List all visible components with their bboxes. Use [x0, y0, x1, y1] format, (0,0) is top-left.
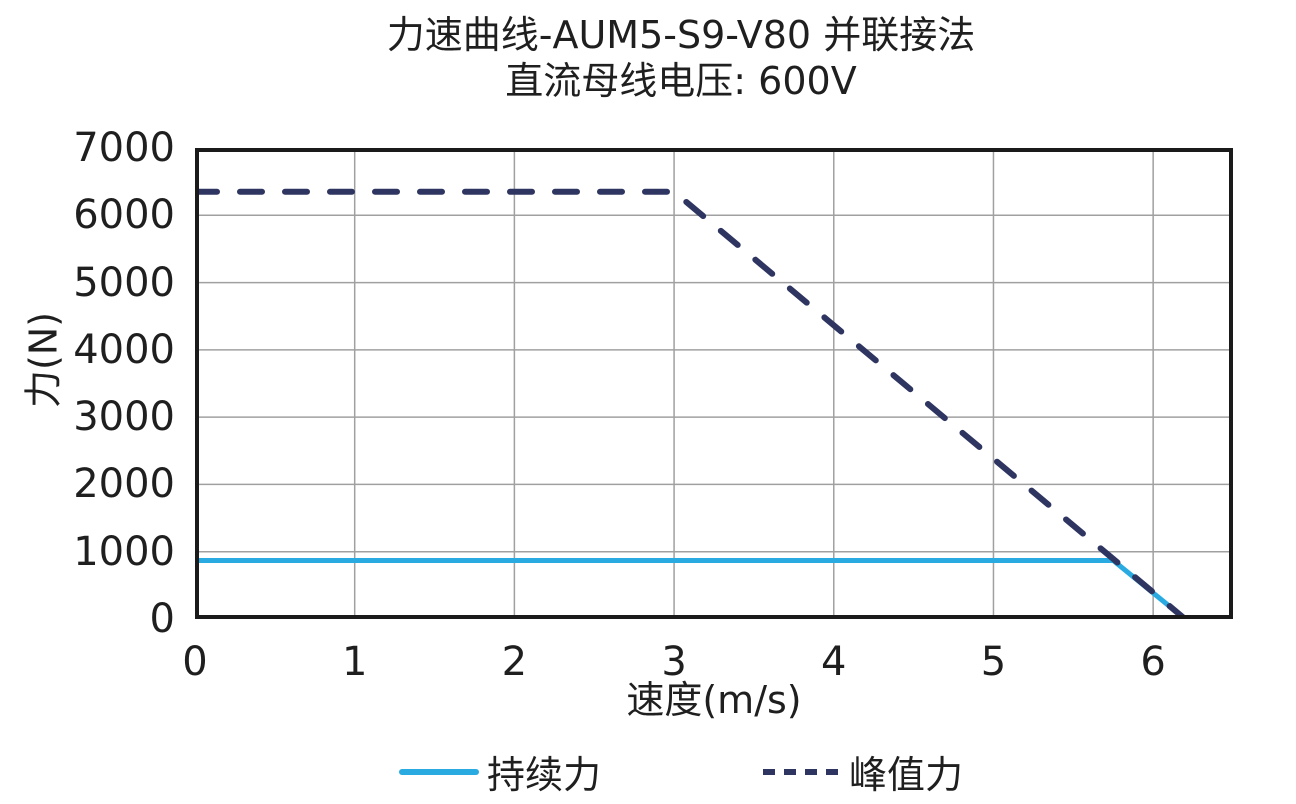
- dashed-line-swatch-icon: [763, 768, 839, 775]
- legend-label-continuous-force: 持续力: [486, 753, 601, 797]
- y-tick-label: 7000: [73, 125, 175, 171]
- y-tick-label: 3000: [73, 394, 175, 441]
- series-line-0: [195, 557, 1187, 619]
- y-tick-label: 6000: [73, 192, 175, 239]
- x-tick-label: 4: [821, 639, 847, 685]
- axes-border: [195, 148, 1233, 619]
- plot-area: [195, 148, 1233, 619]
- x-axis-title: 速度(m/s): [626, 678, 802, 722]
- y-tick-label: 4000: [73, 326, 175, 373]
- x-tick-label: 5: [980, 639, 1007, 685]
- y-tick-label: 1000: [73, 528, 175, 575]
- y-tick-label: 5000: [73, 259, 175, 306]
- legend-item-peak-force: 峰值力: [761, 744, 963, 799]
- legend-label-peak-force: 峰值力: [849, 753, 964, 797]
- chart-title: 力速曲线-AUM5-S9-V80 并联接法: [386, 13, 976, 57]
- x-tick-label: 2: [501, 639, 528, 685]
- x-tick-label: 0: [182, 639, 208, 685]
- x-tick-label: 3: [661, 639, 687, 685]
- solid-line-swatch-icon: [398, 768, 479, 775]
- legend: 持续力 峰值力: [66, 744, 1296, 799]
- x-tick-label: 1: [341, 639, 368, 685]
- legend-item-continuous-force: 持续力: [398, 744, 601, 799]
- series-line-1: [195, 188, 1189, 619]
- y-tick-label: 2000: [73, 461, 175, 508]
- y-tick-label: 0: [149, 596, 175, 642]
- chart-subtitle: 直流母线电压: 600V: [505, 59, 857, 103]
- x-tick-label: 6: [1140, 639, 1166, 685]
